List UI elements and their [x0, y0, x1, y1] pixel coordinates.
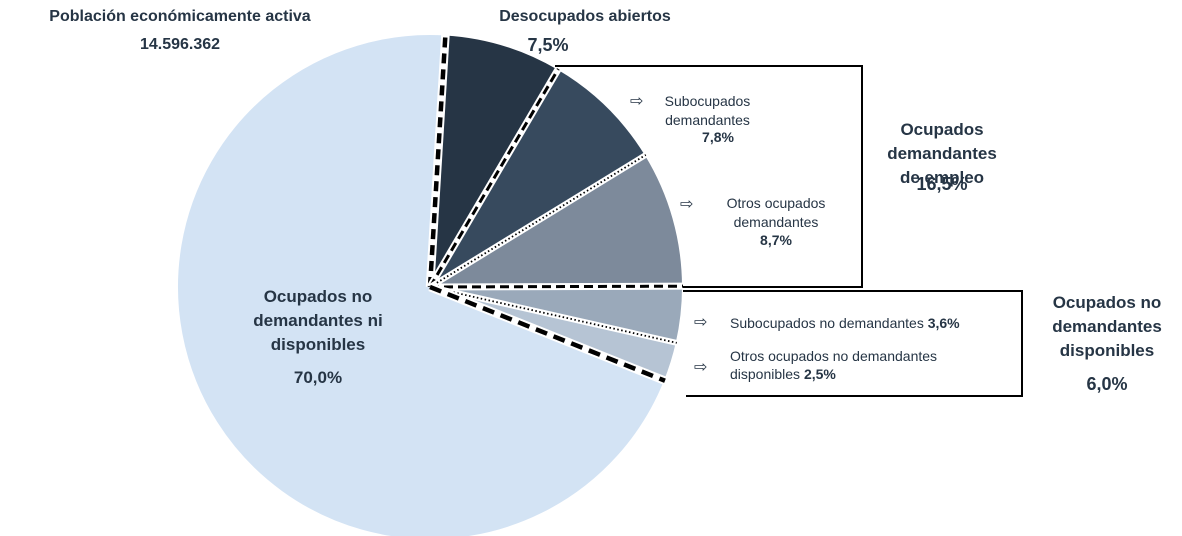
- slice-label: Otros ocupados demandantes: [726, 195, 826, 230]
- slice-value: 2,5%: [803, 366, 836, 383]
- slice-entry: Otros ocupados no demandantes disponible…: [730, 347, 992, 383]
- pie-slice: [429, 67, 648, 288]
- pie-slice: [426, 153, 685, 289]
- slice-value: 8,7%: [760, 232, 792, 248]
- slice-edge: [428, 68, 560, 288]
- group-label: Ocupados no demandantes disponibles: [1052, 293, 1162, 360]
- slice-value: 3,6%: [927, 315, 960, 331]
- slice-label: Otros ocupados no demandantes disponible…: [730, 348, 938, 383]
- slice-entry: Subocupados no demandantes 3,6%: [730, 314, 1030, 333]
- slice-value: 7,5%: [527, 35, 569, 55]
- group-value: 16,5%: [916, 174, 968, 194]
- total-value: 14.596.362: [139, 36, 221, 53]
- total-title: Población económicamente activa: [49, 8, 311, 25]
- group-bracket: [683, 290, 1023, 397]
- group-value: 6,0%: [1086, 374, 1128, 394]
- slice-edge-halo: [429, 284, 678, 346]
- slice-value: 7,8%: [702, 129, 734, 145]
- slice-edge: [429, 284, 666, 383]
- pie-slice: [176, 33, 667, 536]
- group-bracket: [555, 65, 863, 288]
- slice-edge-halo: [428, 152, 648, 290]
- group-label: Ocupados demandantes de empleo: [887, 120, 997, 187]
- slice-value: 70,0%: [293, 368, 343, 387]
- slice-edge: [427, 34, 448, 288]
- slice-label: Desocupados abiertos: [499, 8, 671, 25]
- arrow-icon: ⇨: [680, 196, 694, 213]
- slice-label: Subocupados demandantes: [664, 93, 751, 128]
- arrow-icon: ⇨: [694, 359, 708, 376]
- arrow-icon: ⇨: [694, 314, 708, 331]
- slice-label: Ocupados no demandantes ni disponibles: [253, 287, 383, 354]
- slice-label: Subocupados no demandantes: [730, 315, 924, 331]
- slice-edge: [429, 284, 684, 289]
- arrow-icon: ⇨: [630, 93, 644, 110]
